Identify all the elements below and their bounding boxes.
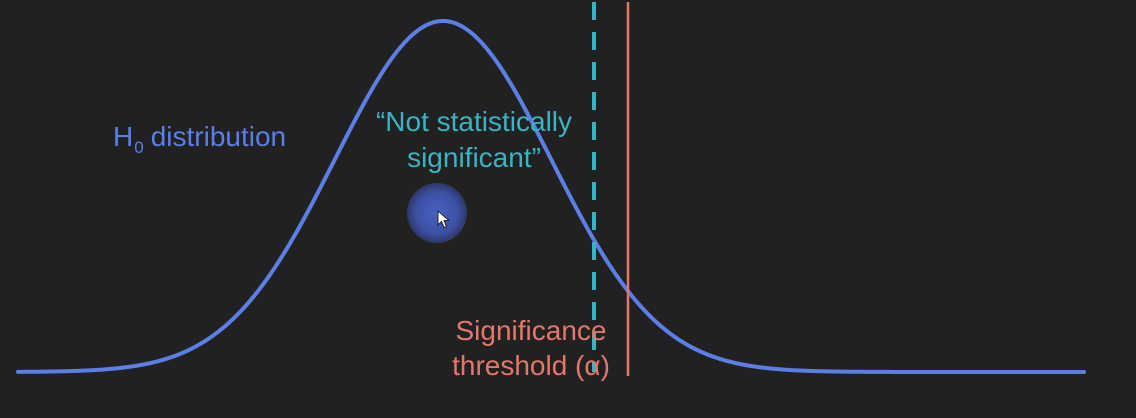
mouse-pointer-icon (437, 210, 451, 229)
threshold-line-2: threshold (α) (452, 350, 610, 381)
not-significant-line-1: “Not statistically (375, 106, 573, 137)
cursor-highlight (407, 183, 467, 243)
threshold-line-1: Significance (455, 315, 607, 346)
h0-distribution-label: H0 distribution (113, 121, 287, 157)
h0-subscript: 0 (134, 138, 144, 157)
significance-threshold-label: Significance threshold (α) (440, 313, 622, 383)
h0-distribution-curve (16, 19, 1086, 374)
h0-label-text: distribution (150, 121, 287, 152)
not-significant-line-2: significant” (407, 142, 541, 173)
h0-symbol: H (113, 121, 134, 152)
not-significant-label: “Not statistically significant” (349, 104, 599, 176)
